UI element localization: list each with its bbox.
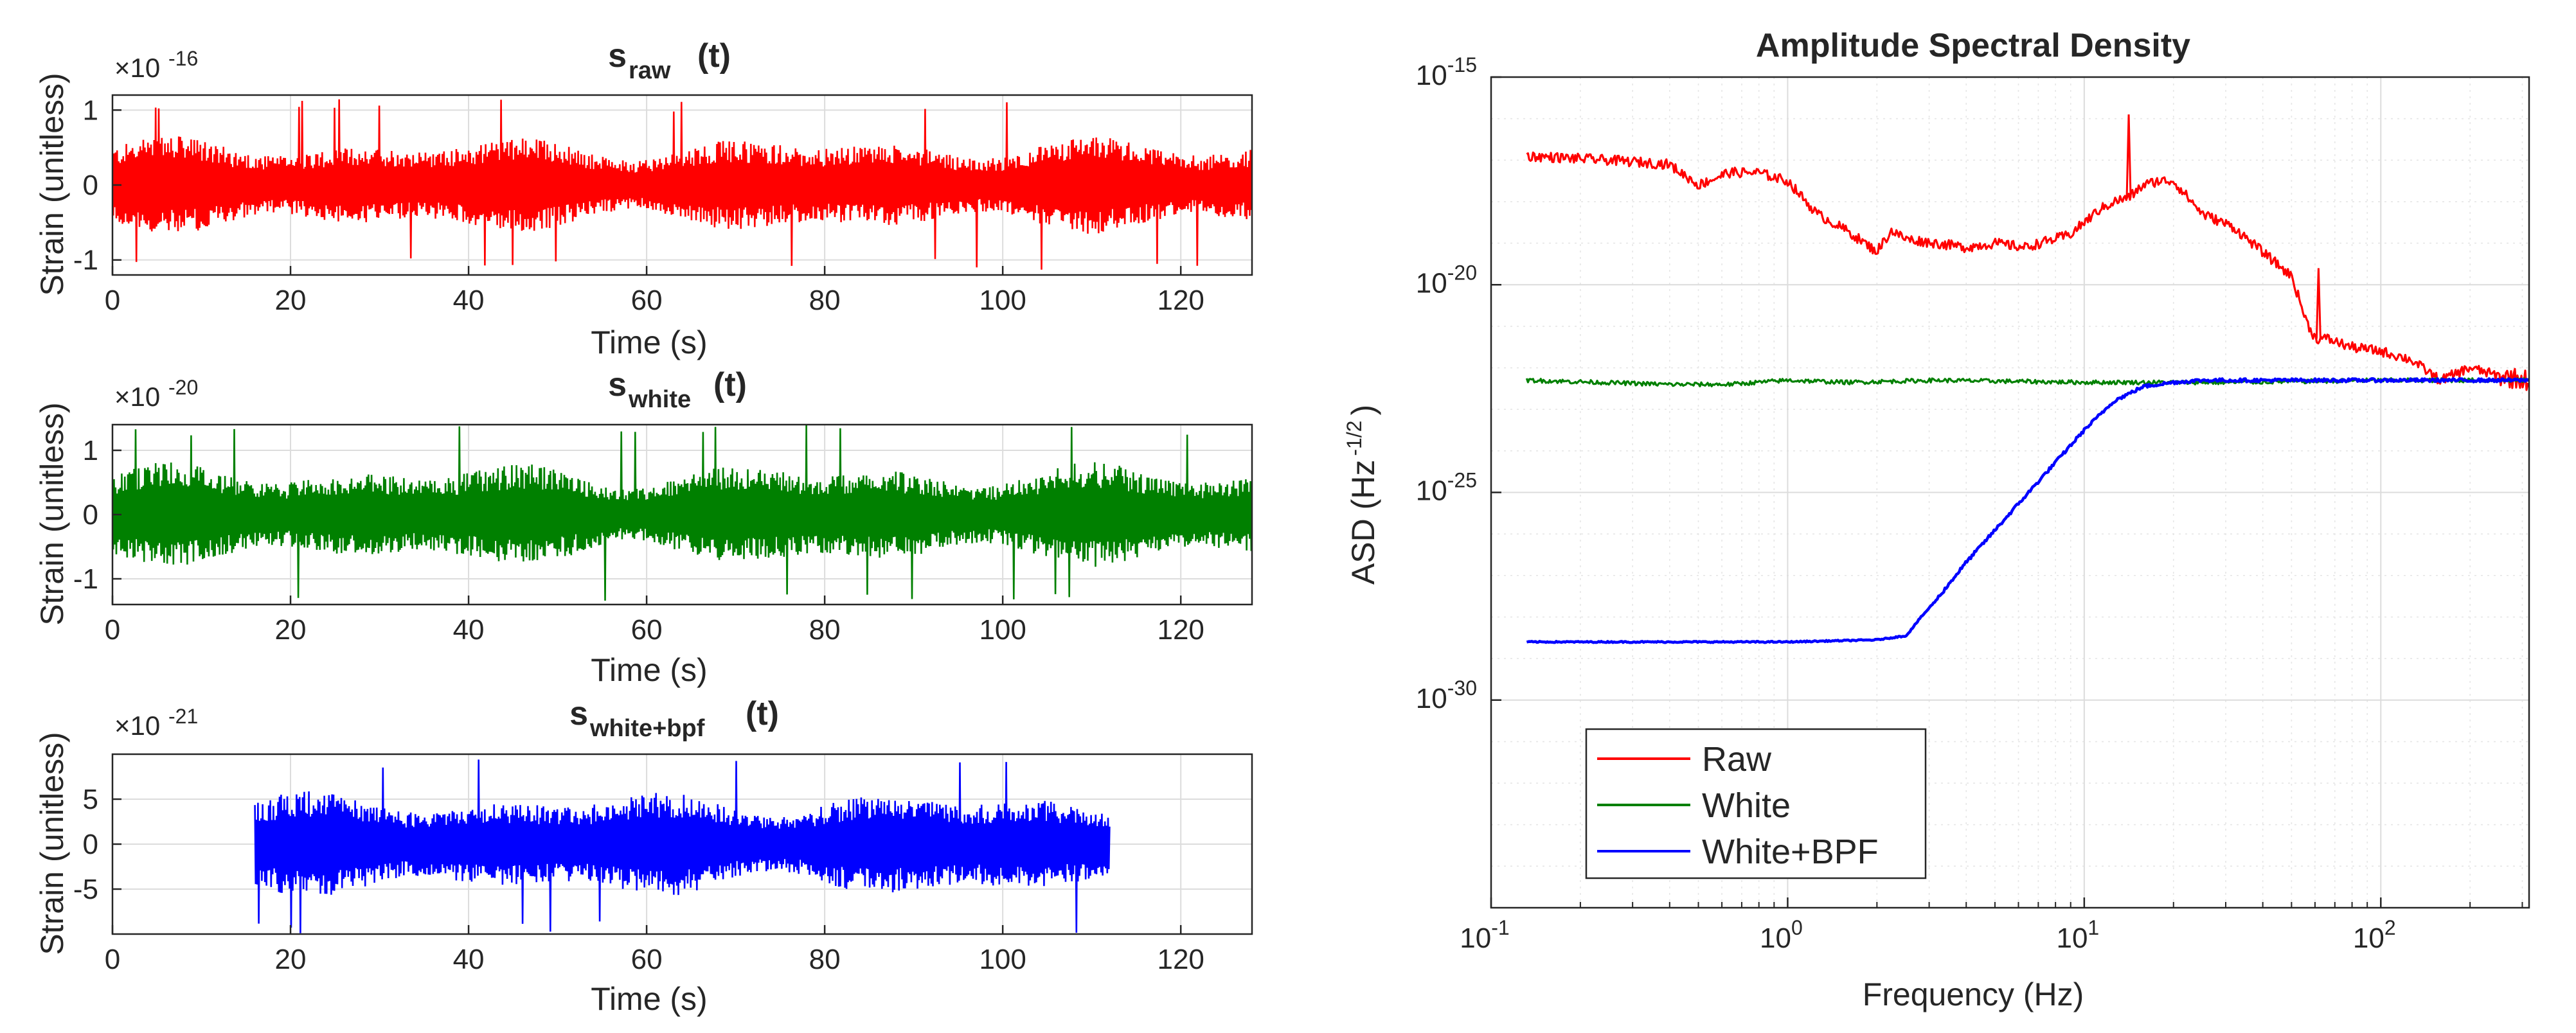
y-tick-label: 0 [83,170,98,201]
raw-x-axis-label: Time (s) [591,324,707,360]
white-series-marks: 0 20 40 60 80 100 120-101 [73,423,1253,646]
x-tick-label: 100 [1760,916,1803,954]
signal-group [112,99,1252,270]
bpf-x-axis-label: Time (s) [591,981,707,1017]
y-tick-label: 1 [83,435,98,466]
x-tick-label: 80 [809,285,841,316]
white-title-main: s [608,366,627,403]
x-tick-label: 60 [631,944,663,975]
y-tick-label: 5 [83,784,98,815]
white-x-axis-label: Time (s) [591,652,707,688]
x-tick-label: 101 [2056,916,2099,954]
white-time-series-panel: s white (t) ×10 -20 Time (s) Strain (uni… [34,366,1253,688]
x-tick-label: 0 [105,614,120,646]
x-tick-label: 10-1 [1460,916,1509,954]
asd-title: Amplitude Spectral Density [1756,27,2190,64]
x-tick-label: 80 [809,614,841,646]
y-tick-label: 0 [83,829,98,860]
x-tick-label: 40 [453,944,485,975]
x-tick-label: 100 [979,944,1026,975]
spectral-line-spike [2545,335,2549,378]
y-tick-label: 0 [83,499,98,531]
x-tick-label: 120 [1157,285,1204,316]
raw-y-axis-label: Strain (unitless) [34,73,70,296]
x-tick-label: 80 [809,944,841,975]
x-tick-label: 60 [631,285,663,316]
series-line-raw [1526,151,2529,391]
asd-panel: Amplitude Spectral Density Frequency (Hz… [1343,27,2549,1012]
asd-legend: Raw White White+BPF [1585,728,1927,879]
signal-group [254,759,1111,933]
x-tick-label: 20 [275,614,307,646]
raw-title-main: s [608,37,627,75]
y-tick-label: -5 [73,874,98,905]
bpf-y-exponent-prefix: ×10 [114,711,160,741]
raw-signal-trace [112,99,1252,270]
white-y-exponent-power: -20 [168,376,198,399]
spectral-line-spike [2125,114,2132,198]
legend-label-bpf: White+BPF [1702,833,1879,871]
raw-title-tail: (t) [697,37,731,75]
x-tick-label: 20 [275,285,307,316]
bpf-signal-trace [254,759,1111,933]
series-line-white-bpf [1526,377,2529,644]
y-tick-label: 10-25 [1416,469,1477,507]
spectral-line-spike [2315,268,2321,339]
signal-group [112,425,1252,601]
raw-time-series-panel: s raw (t) ×10 -16 Time (s) Strain (unitl… [34,37,1253,360]
white-y-axis-label: Strain (unitless) [34,402,70,625]
legend-label-raw: Raw [1702,740,1772,779]
bpf-y-axis-label: Strain (unitless) [34,732,70,955]
bpf-time-series-panel: s white+bpf (t) ×10 -21 Time (s) Strain … [34,695,1253,1017]
x-tick-label: 102 [2353,916,2396,954]
x-tick-label: 60 [631,614,663,646]
x-tick-label: 120 [1157,944,1204,975]
y-tick-label: 10-30 [1416,676,1477,714]
raw-series-marks: 0 20 40 60 80 100 120-101 [73,94,1253,316]
x-tick-label: 100 [979,614,1026,646]
series-group [1525,114,2549,644]
white-signal-trace [112,425,1252,601]
white-title-tail: (t) [713,366,747,403]
y-tick-label: -1 [73,245,98,276]
asd-y-axis-label: ASD (Hz -1/2) [1343,405,1381,585]
bpf-series-marks: 0 20 40 60 80 100 120 -5 0 5 [73,753,1253,975]
asd-y-label-prefix: ASD (Hz [1345,460,1381,585]
x-tick-label: 40 [453,614,485,646]
y-tick-label: 10-20 [1416,261,1477,299]
x-tick-label: 100 [979,285,1026,316]
raw-y-exponent-prefix: ×10 [114,53,160,83]
asd-y-label-suffix: ) [1345,405,1381,416]
y-tick-label: -1 [73,563,98,595]
white-y-exponent-prefix: ×10 [114,382,160,412]
asd-x-axis-label: Frequency (Hz) [1863,976,2084,1012]
bpf-title-sub: white+bpf [589,715,705,742]
x-tick-label: 20 [275,944,307,975]
white-title-sub: white [628,386,691,413]
bpf-title-tail: (t) [746,695,779,732]
x-tick-label: 120 [1157,614,1204,646]
y-tick-label: 10-15 [1416,53,1477,91]
bpf-y-exponent-power: -21 [168,705,198,728]
y-tick-label: 1 [83,94,98,126]
x-tick-label: 0 [105,944,120,975]
raw-y-exponent-power: -16 [168,47,198,70]
x-tick-label: 40 [453,285,485,316]
bpf-title-main: s [569,695,588,732]
asd-y-label-sup: -1/2 [1343,421,1366,456]
x-tick-label: 0 [105,285,120,316]
raw-title-sub: raw [629,57,671,84]
legend-label-white: White [1702,786,1791,825]
